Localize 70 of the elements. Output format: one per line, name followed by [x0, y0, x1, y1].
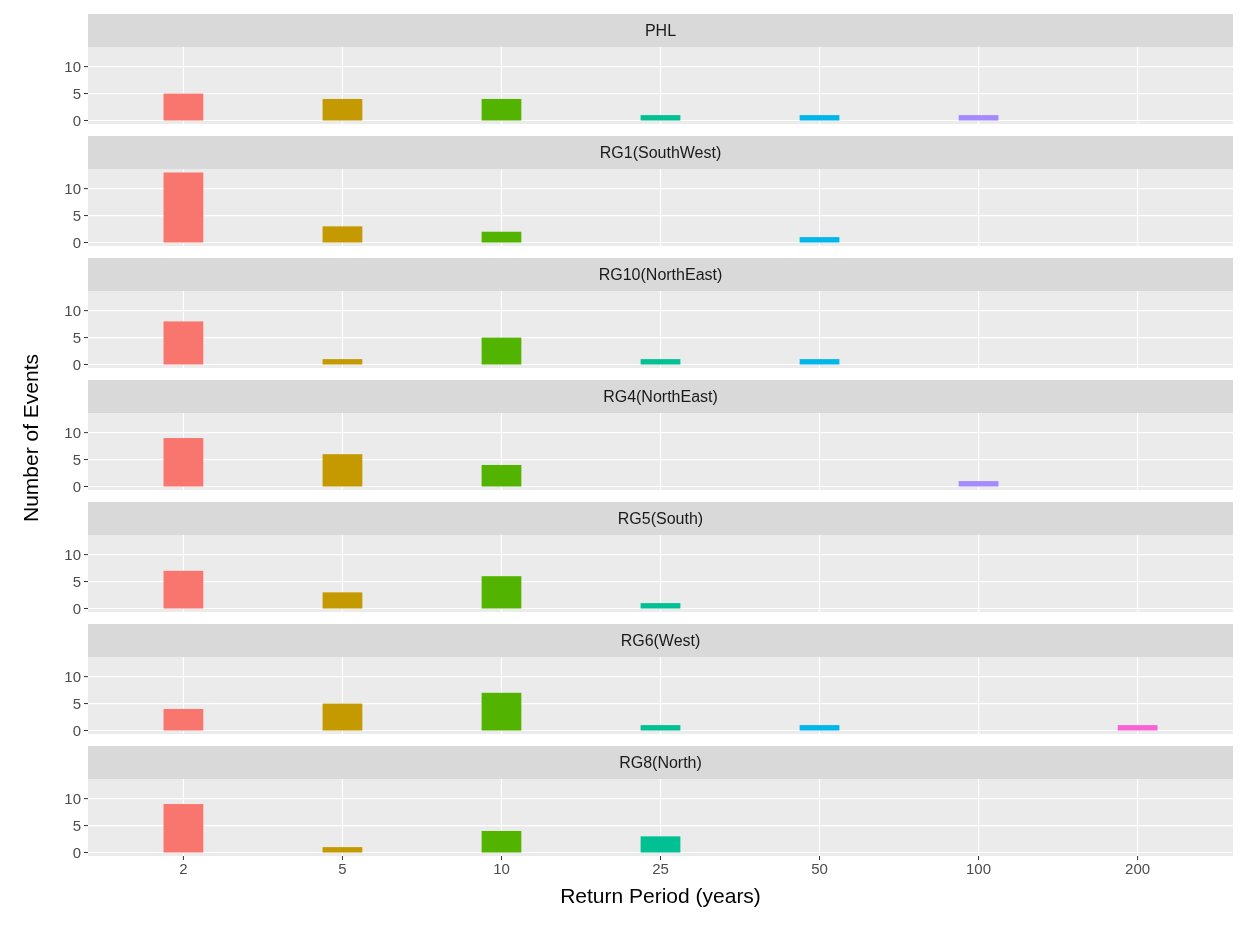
y-tick-label: 0 [72, 477, 81, 495]
bar [481, 98, 522, 121]
bar [163, 321, 204, 365]
y-axis-title: Number of Events [19, 353, 42, 523]
y-tick-label: 5 [72, 816, 81, 834]
bar [799, 115, 840, 121]
bar [163, 708, 204, 731]
bar [163, 570, 204, 609]
bar [481, 464, 522, 487]
y-tick-label: 5 [72, 328, 81, 346]
y-tick-label: 5 [72, 84, 81, 102]
y-tick-label: 5 [72, 206, 81, 224]
bar [481, 830, 522, 853]
bar [322, 454, 363, 487]
chart-title: RG8(North) [619, 754, 702, 772]
bar [640, 836, 681, 853]
bar [799, 725, 840, 731]
x-tick-label: 50 [811, 860, 828, 877]
bar [799, 359, 840, 365]
bar [640, 359, 681, 365]
bar [163, 93, 204, 121]
bar [322, 592, 363, 609]
y-tick-label: 0 [72, 111, 81, 129]
bar [163, 438, 204, 487]
y-tick-label: 5 [72, 694, 81, 712]
y-tick-label: 10 [64, 789, 81, 807]
y-tick-label: 0 [72, 843, 81, 861]
y-tick-label: 5 [72, 450, 81, 468]
bar [322, 226, 363, 243]
x-tick-label: 2 [179, 860, 188, 877]
chart-title: RG5(South) [617, 510, 704, 528]
bar [481, 576, 522, 609]
y-tick-label: 10 [64, 57, 81, 75]
bar [640, 603, 681, 609]
bar [958, 481, 999, 487]
x-tick-label: 10 [493, 860, 510, 877]
y-tick-label: 5 [72, 572, 81, 590]
x-tick-label: 200 [1125, 860, 1151, 877]
y-tick-label: 10 [64, 667, 81, 685]
x-tick-label: 5 [338, 860, 347, 877]
bar [799, 237, 840, 243]
chart-title: RG1(SouthWest) [599, 144, 722, 162]
bar [163, 172, 204, 243]
bar [481, 692, 522, 731]
chart-title: RG10(NorthEast) [598, 266, 723, 284]
bar [322, 703, 363, 731]
bar [1117, 725, 1158, 731]
x-tick-label: 100 [966, 860, 992, 877]
bar [640, 115, 681, 121]
bar [481, 337, 522, 365]
chart-title: RG6(West) [620, 632, 701, 650]
y-tick-label: 0 [72, 599, 81, 617]
y-tick-label: 10 [64, 179, 81, 197]
x-axis-title: Return Period (years) [560, 884, 761, 907]
y-tick-label: 10 [64, 545, 81, 563]
y-tick-label: 0 [72, 233, 81, 251]
bar [958, 115, 999, 121]
y-tick-label: 0 [72, 721, 81, 739]
chart-title: RG4(NorthEast) [603, 388, 718, 406]
x-tick-label: 25 [652, 860, 669, 877]
bar [322, 847, 363, 853]
chart-title: PHL [644, 22, 677, 40]
bar [322, 98, 363, 121]
bar [640, 725, 681, 731]
bar [163, 804, 204, 853]
y-tick-label: 10 [64, 301, 81, 319]
y-tick-label: 0 [72, 355, 81, 373]
bar [481, 231, 522, 243]
y-tick-label: 10 [64, 423, 81, 441]
bar [322, 359, 363, 365]
